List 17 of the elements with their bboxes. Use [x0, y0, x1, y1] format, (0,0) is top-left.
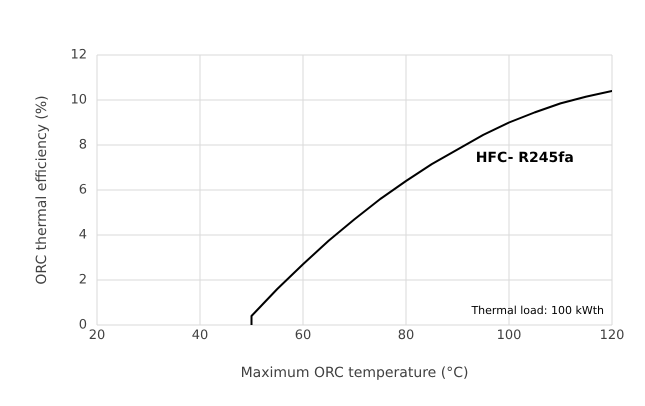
y-axis-title: ORC thermal efficiency (%): [34, 95, 50, 285]
x-tick-label: 100: [496, 328, 522, 344]
y-tick-label: 0: [78, 317, 87, 332]
x-tick-label: 40: [192, 328, 208, 344]
y-tick-label: 10: [70, 92, 87, 108]
x-tick-label: 80: [398, 328, 414, 344]
x-tick-label: 120: [600, 328, 624, 344]
x-tick-label: 60: [294, 328, 312, 344]
series-label: HFC- R245fa: [476, 150, 574, 166]
x-tick-label: 20: [88, 328, 106, 344]
y-tick-label: 6: [78, 182, 87, 198]
x-axis-title: Maximum ORC temperature (°C): [240, 365, 468, 382]
annotation: Thermal load: 100 kWth: [470, 304, 604, 317]
y-tick-label: 4: [78, 227, 87, 242]
y-tick-label: 12: [70, 47, 87, 62]
y-tick-label: 2: [78, 272, 87, 288]
y-tick-label: 8: [78, 137, 87, 152]
